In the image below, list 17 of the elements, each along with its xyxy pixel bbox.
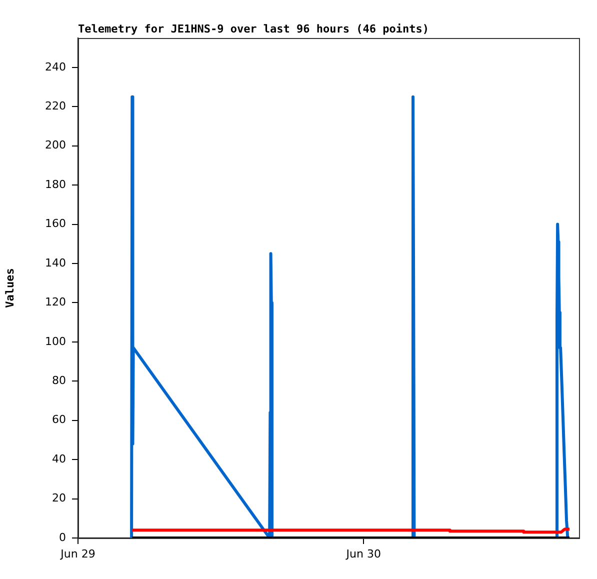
x-tick-label: Jun 29	[60, 547, 96, 560]
y-tick-label: 20	[52, 492, 66, 505]
chart-title: Telemetry for JE1HNS-9 over last 96 hours (46 points)	[78, 22, 429, 36]
y-tick-label: 80	[52, 374, 66, 387]
y-tick-label: 200	[45, 138, 66, 152]
y-tick-label: 60	[52, 413, 66, 426]
y-tick-label: 120	[45, 296, 66, 309]
y-axis-title: Values	[3, 268, 16, 308]
y-tick-label: 100	[45, 334, 66, 348]
y-tick-label: 240	[45, 60, 66, 74]
y-tick-label: 160	[45, 217, 66, 230]
x-tick-label: Jun 30	[345, 547, 381, 560]
y-tick-label: 140	[45, 256, 66, 270]
y-tick-label: 220	[45, 99, 66, 112]
y-tick-label: 180	[45, 178, 66, 191]
y-tick-label: 0	[59, 530, 66, 544]
y-tick-label: 40	[52, 452, 66, 466]
